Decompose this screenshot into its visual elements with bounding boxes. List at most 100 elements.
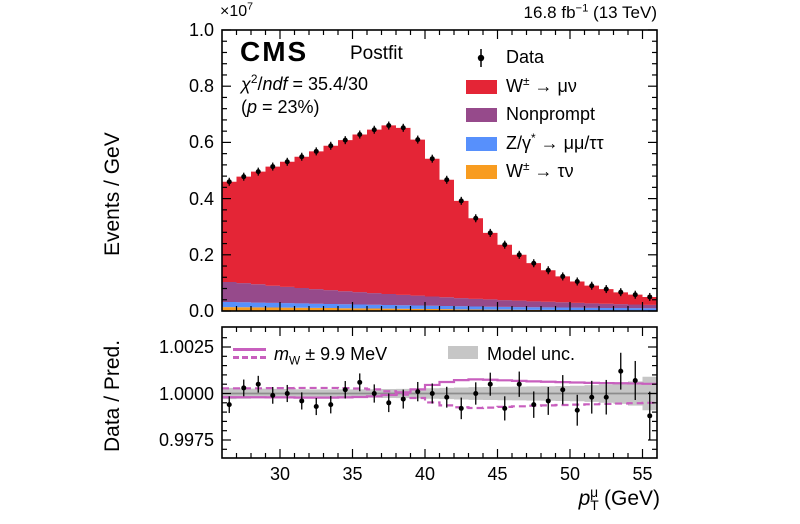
- y-top-tick-label: 1.0: [188, 20, 214, 40]
- data-point: [357, 132, 363, 138]
- ratio-point: [415, 389, 421, 395]
- ratio-point: [603, 394, 609, 400]
- y-top-tick-label: 0.2: [188, 244, 214, 265]
- data-point: [647, 294, 653, 300]
- legend-swatch-nonprompt: [466, 108, 497, 122]
- ratio-point: [487, 381, 493, 387]
- x-axis-title: pTμ (GeV): [578, 484, 660, 514]
- y-ratio-tick-label: 1.0000: [158, 383, 214, 404]
- model-unc-label: Model unc.: [487, 344, 576, 364]
- data-point: [560, 273, 566, 279]
- y-top-tick-label: 0.0: [188, 301, 214, 321]
- ratio-point: [313, 404, 319, 410]
- ratio-point: [255, 381, 261, 387]
- ratio-point: [574, 407, 580, 413]
- x-tick-label: 45: [487, 464, 508, 484]
- ratio-point: [647, 413, 653, 419]
- ratio-point: [531, 402, 537, 408]
- x-tick-label: 30: [269, 464, 291, 484]
- legend-label-nonprompt: Nonprompt: [506, 104, 596, 124]
- data-point: [589, 283, 595, 289]
- ratio-point: [632, 377, 638, 383]
- data-point: [226, 179, 232, 185]
- data-point: [284, 159, 290, 165]
- ratio-point: [560, 387, 566, 393]
- data-point: [386, 123, 392, 129]
- ratio-point: [458, 405, 464, 411]
- legend-data-marker-dot: [477, 54, 485, 62]
- ratio-point: [400, 396, 406, 402]
- ratio-point: [270, 392, 276, 398]
- y-ratio-tick-label: 0.9975: [158, 430, 214, 450]
- y-top-tick-label: 0.8: [188, 76, 214, 97]
- ratio-point: [589, 394, 595, 400]
- data-point: [632, 292, 638, 298]
- legend-label-data: Data: [506, 47, 545, 67]
- data-point: [603, 286, 609, 292]
- chi2-label: χ2/ndf = 35.4/30: [241, 72, 369, 94]
- legend-label-wtaunu: W± → τν: [506, 159, 574, 181]
- pvalue-label: (p = 23%): [241, 97, 320, 117]
- data-point: [458, 198, 464, 204]
- x-tick-label: 55: [632, 464, 653, 484]
- data-point: [574, 278, 580, 284]
- legend-swatch-wtaunu: [466, 165, 497, 179]
- ratio-point: [371, 391, 377, 396]
- y-top-tick-label: 0.6: [188, 132, 214, 153]
- data-point: [313, 148, 319, 154]
- data-point: [255, 169, 261, 175]
- data-point: [487, 230, 493, 236]
- data-point: [444, 177, 450, 183]
- data-point: [545, 267, 551, 273]
- data-point: [299, 154, 305, 160]
- x-tick-label: 40: [414, 464, 436, 484]
- ratio-point: [284, 391, 290, 396]
- y-top-tick-label: 0.4: [188, 188, 214, 209]
- ratio-point: [386, 400, 392, 406]
- data-point: [415, 137, 421, 143]
- data-point: [371, 127, 377, 133]
- ratio-point: [473, 391, 479, 396]
- mw-variation-dashed-line-marker: [233, 356, 266, 359]
- ratio-point: [502, 405, 508, 411]
- mw-down-variation-line: [222, 386, 657, 410]
- data-point: [502, 242, 508, 248]
- ratio-point: [299, 398, 305, 404]
- fit-type-label: Postfit: [350, 43, 403, 64]
- ratio-point: [429, 391, 435, 396]
- stack-series-nonprompt: [222, 282, 657, 309]
- legend-swatch-zgamma: [466, 136, 497, 151]
- y-axis-title-top: Events / GeV: [101, 132, 124, 256]
- legend-label-zgamma: Z/γ* → μμ/ττ: [506, 130, 604, 153]
- data-point: [241, 174, 247, 180]
- mw-up-variation-line: [222, 378, 657, 399]
- ratio-point: [618, 368, 624, 374]
- y-axis-title-ratio: Data / Pred.: [101, 339, 124, 452]
- data-point: [270, 164, 276, 170]
- data-point: [516, 252, 522, 258]
- legend-label-wmunu: W± → μν: [506, 73, 577, 96]
- ratio-point: [357, 379, 363, 385]
- data-point: [473, 215, 479, 221]
- ratio-point: [516, 381, 522, 387]
- model-unc-swatch: [448, 346, 478, 359]
- ratio-point: [226, 402, 232, 408]
- data-point: [429, 156, 435, 162]
- x-tick-label: 50: [559, 464, 581, 484]
- data-point: [531, 260, 537, 266]
- ratio-point: [444, 394, 450, 400]
- data-point: [328, 143, 334, 149]
- y-ratio-tick-label: 1.0025: [158, 337, 214, 357]
- mw-variation-label: mW ± 9.9 MeV: [274, 344, 388, 368]
- luminosity-label: 16.8 fb−1 (13 TeV): [523, 2, 657, 22]
- experiment-label: CMS: [240, 36, 309, 67]
- ratio-point: [241, 385, 247, 391]
- data-point: [618, 289, 624, 295]
- mw-variation-solid-line-marker: [233, 348, 266, 351]
- legend-swatch-wmunu: [466, 79, 497, 94]
- ratio-point: [342, 387, 348, 393]
- stack-series-wmunu: [222, 125, 657, 305]
- x-tick-label: 35: [342, 464, 363, 484]
